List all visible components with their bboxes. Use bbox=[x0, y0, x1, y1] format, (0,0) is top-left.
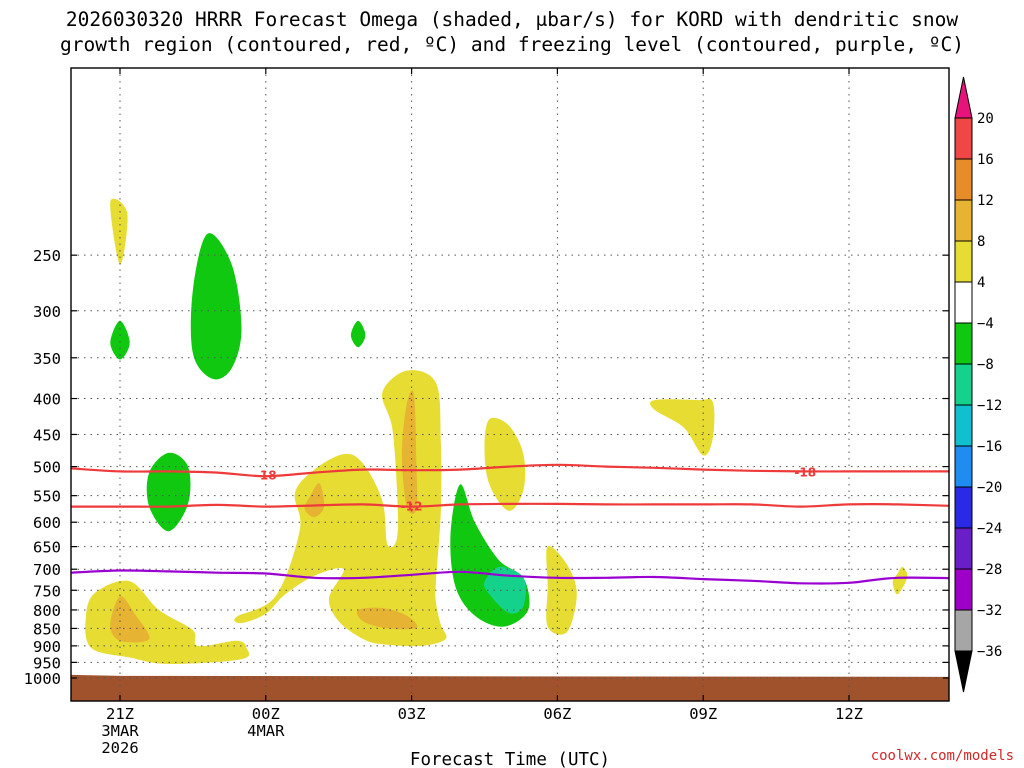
y-tick-label-700: 700 bbox=[33, 561, 61, 579]
x-tick-label-6-1: 03Z bbox=[398, 705, 426, 723]
chart-title-line2: growth region (contoured, red, ºC) and f… bbox=[60, 33, 964, 56]
omega-region-3 bbox=[484, 417, 526, 511]
colorbar-segment-0 bbox=[954, 609, 973, 652]
y-tick-label-600: 600 bbox=[33, 514, 61, 532]
contour-line-1 bbox=[71, 502, 949, 508]
colorbar-label-13: 20 bbox=[977, 111, 994, 127]
colorbar-segment-10 bbox=[954, 199, 973, 242]
colorbar-label-5: −16 bbox=[977, 439, 1002, 455]
colorbar-label-10: 8 bbox=[977, 234, 985, 250]
y-tick-label-350: 350 bbox=[33, 350, 61, 368]
terrain-ground bbox=[71, 674, 949, 701]
y-tick-label-950: 950 bbox=[33, 654, 61, 672]
colorbar-segment-12 bbox=[954, 117, 973, 160]
contour-labels: -18 -18 -12 bbox=[255, 466, 816, 514]
chart-title-line1: 2026030320 HRRR Forecast Omega (shaded, … bbox=[66, 8, 958, 31]
colorbar-segment-2 bbox=[954, 527, 973, 570]
omega-region-5 bbox=[649, 398, 715, 456]
grid-lines bbox=[71, 68, 949, 701]
colorbar-label-9: 4 bbox=[977, 275, 985, 291]
y-tick-label-750: 750 bbox=[33, 582, 61, 600]
x-tick-label-0-3: 2026 bbox=[101, 739, 138, 757]
omega-region-12 bbox=[110, 320, 130, 360]
contour-line-2 bbox=[71, 569, 949, 585]
y-tick-label-250: 250 bbox=[33, 247, 61, 265]
colorbar-label-11: 12 bbox=[977, 193, 994, 209]
colorbar-label-12: 16 bbox=[977, 152, 994, 168]
contour-label-0-1: -18 bbox=[794, 466, 816, 480]
contour-lines bbox=[71, 463, 949, 585]
contour-label-1-0: -12 bbox=[401, 500, 423, 514]
y-axis: 2503003504004505005506006507007508008509… bbox=[24, 247, 949, 688]
colorbar-segment-1 bbox=[954, 568, 973, 611]
colorbar-segment-5 bbox=[954, 404, 973, 447]
y-tick-label-550: 550 bbox=[33, 488, 61, 506]
x-tick-label-9-1: 06Z bbox=[543, 705, 571, 723]
colorbar-segment-9 bbox=[954, 240, 973, 283]
colorbar-label-6: −12 bbox=[977, 398, 1002, 414]
x-tick-label-3-2: 4MAR bbox=[247, 722, 285, 740]
y-tick-label-800: 800 bbox=[33, 602, 61, 620]
colorbar-label-3: −24 bbox=[977, 521, 1002, 537]
omega-region-4 bbox=[546, 546, 577, 635]
colorbar-label-1: −32 bbox=[977, 603, 1002, 619]
contour-label-0-0: -18 bbox=[255, 469, 277, 483]
x-tick-label-0-2: 3MAR bbox=[101, 722, 139, 740]
colorbar: −36 −32 −28 −24 −20 −16 −12 −8 −4 4 8 12 16 20 bbox=[954, 76, 1002, 693]
omega-region-11 bbox=[190, 233, 242, 380]
omega-region-0 bbox=[110, 198, 128, 265]
x-tick-label-3-1: 00Z bbox=[252, 705, 280, 723]
colorbar-label-0: −36 bbox=[977, 644, 1002, 660]
omega-region-10 bbox=[356, 607, 418, 630]
y-tick-label-850: 850 bbox=[33, 620, 61, 638]
y-tick-label-450: 450 bbox=[33, 426, 61, 444]
colorbar-label-4: −20 bbox=[977, 480, 1002, 496]
omega-region-8 bbox=[304, 483, 325, 518]
y-tick-label-650: 650 bbox=[33, 539, 61, 557]
colorbar-segment-6 bbox=[954, 363, 973, 406]
omega-region-13 bbox=[350, 320, 366, 348]
colorbar-label-7: −8 bbox=[977, 357, 994, 373]
colorbar-segment-4 bbox=[954, 445, 973, 488]
plot-area: -18 -18 -12 bbox=[70, 67, 950, 702]
plot-frame bbox=[70, 67, 950, 702]
x-axis-label: Forecast Time (UTC) bbox=[410, 750, 610, 768]
x-tick-label-12-1: 09Z bbox=[689, 705, 717, 723]
omega-region-6 bbox=[892, 566, 908, 595]
y-tick-label-300: 300 bbox=[33, 303, 61, 321]
colorbar-segment-3 bbox=[954, 486, 973, 529]
colorbar-label-2: −28 bbox=[977, 562, 1002, 578]
contour-line-0 bbox=[71, 463, 949, 478]
colorbar-segment-8 bbox=[954, 281, 973, 324]
colorbar-segment-11 bbox=[954, 158, 973, 201]
colorbar-label-8: −4 bbox=[977, 316, 994, 332]
credit-text: coolwx.com/models bbox=[871, 748, 1014, 764]
y-tick-label-400: 400 bbox=[33, 391, 61, 409]
terrain-layer bbox=[71, 674, 949, 701]
omega-region-16 bbox=[483, 566, 526, 614]
y-tick-label-1000: 1000 bbox=[24, 670, 61, 688]
x-tick-label-0-1: 21Z bbox=[106, 705, 134, 723]
colorbar-extend-high bbox=[954, 76, 973, 119]
y-tick-label-500: 500 bbox=[33, 459, 61, 477]
omega-region-9 bbox=[401, 390, 418, 514]
colorbar-segment-7 bbox=[954, 322, 973, 365]
x-tick-label-15-1: 12Z bbox=[835, 705, 863, 723]
y-tick-label-900: 900 bbox=[33, 638, 61, 656]
